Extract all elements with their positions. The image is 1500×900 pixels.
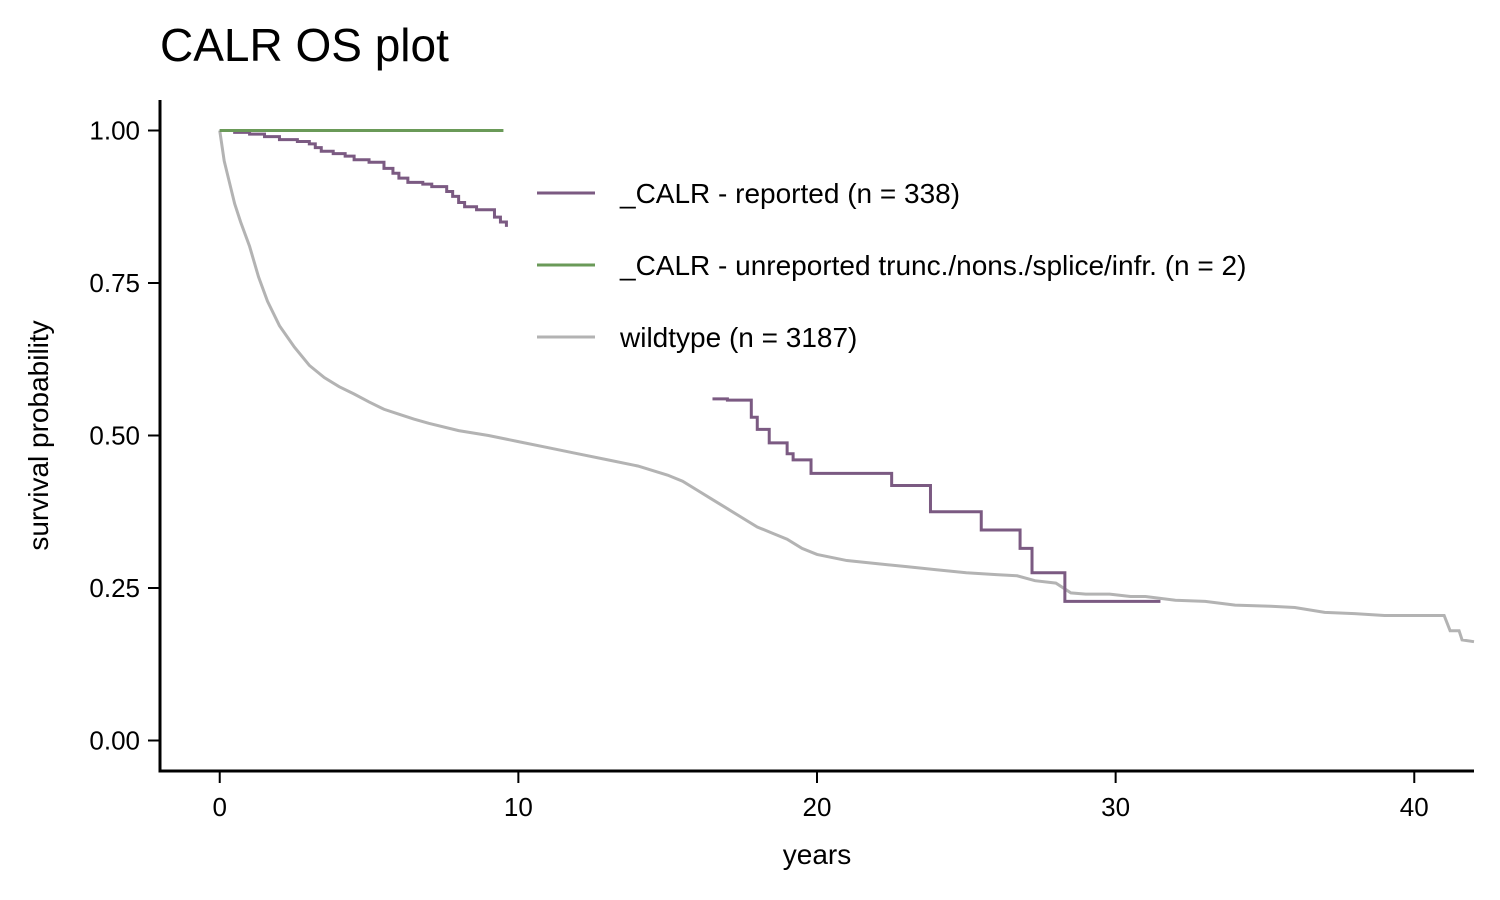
legend-label: _CALR - reported (n = 338) [619, 178, 960, 209]
y-axis-title: survival probability [23, 320, 54, 550]
y-tick-label: 0.50 [89, 421, 140, 451]
legend: _CALR - reported (n = 338) _CALR - unrepo… [512, 160, 1382, 370]
series-line [219, 129, 508, 227]
series-line [218, 130, 1475, 644]
legend-background [512, 160, 1382, 370]
chart-title: CALR OS plot [160, 19, 449, 71]
x-tick-label: 20 [803, 792, 832, 822]
x-tick-label: 30 [1101, 792, 1130, 822]
ticks-layer: 0 10 20 30 40 0.00 0.25 0.50 0.75 1.00 [89, 116, 1428, 823]
x-tick-label: 40 [1400, 792, 1429, 822]
y-tick-label: 0.25 [89, 573, 140, 603]
y-tick-label: 0.75 [89, 268, 140, 298]
y-tick-label: 0.00 [89, 726, 140, 756]
y-tick-label: 1.00 [89, 116, 140, 146]
x-tick-label: 0 [212, 792, 226, 822]
series-line [712, 397, 1161, 603]
legend-label: wildtype (n = 3187) [619, 322, 857, 353]
x-axis-title: years [783, 839, 851, 870]
series-layer [218, 129, 1475, 644]
x-tick-label: 10 [504, 792, 533, 822]
legend-label: _CALR - unreported trunc./nons./splice/i… [619, 250, 1246, 281]
